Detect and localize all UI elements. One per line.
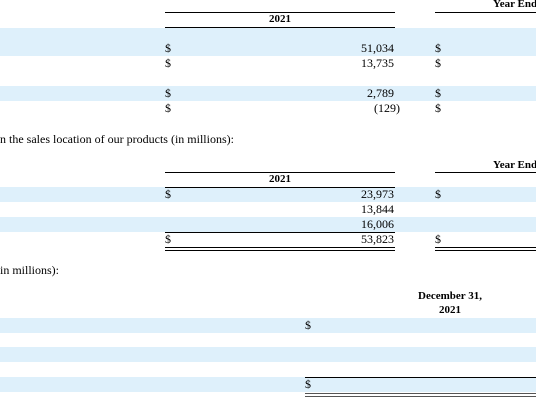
rule [165,187,395,188]
rule [165,12,395,13]
currency: $ [165,232,171,246]
row-band [0,377,536,392]
currency: $ [435,232,441,246]
row-band [0,86,536,101]
rule [165,232,395,233]
double-rule [305,393,536,397]
amount: 23,973 [361,187,394,201]
currency: $ [435,56,441,70]
currency: $ [305,377,311,391]
amount: 2,789 [367,86,394,100]
paragraph: n the sales location of our products (in… [0,132,234,146]
year-header: 2021 [269,13,291,25]
amount: 53,823 [361,232,394,246]
currency: $ [435,187,441,201]
double-rule [165,247,395,251]
currency: $ [435,101,441,115]
amount: 16,006 [361,217,394,231]
row-band [0,347,536,362]
row-band [0,318,536,333]
currency: $ [165,41,171,55]
row-band [0,217,536,232]
rule [435,12,536,13]
period-header: Year Ende [493,0,536,10]
year-header: 2021 [439,304,461,316]
currency: $ [435,41,441,55]
row-band [0,41,536,56]
period-header: December 31, [418,290,482,302]
currency: $ [165,187,171,201]
amount: (129) [374,101,400,115]
currency: $ [165,101,171,115]
double-rule [435,247,536,251]
paragraph: in millions): [0,263,60,277]
currency: $ [305,318,311,332]
rule [305,377,536,378]
rule [165,27,395,28]
amount: 13,844 [361,202,394,216]
currency: $ [165,86,171,100]
amount: 51,034 [361,41,394,55]
row-band [0,187,536,202]
currency: $ [165,56,171,70]
rule [435,172,536,173]
period-header: Year Ende [493,159,536,171]
rule [165,172,395,173]
amount: 13,735 [361,56,394,70]
year-header: 2021 [269,173,291,185]
row-band [0,28,536,41]
currency: $ [435,86,441,100]
